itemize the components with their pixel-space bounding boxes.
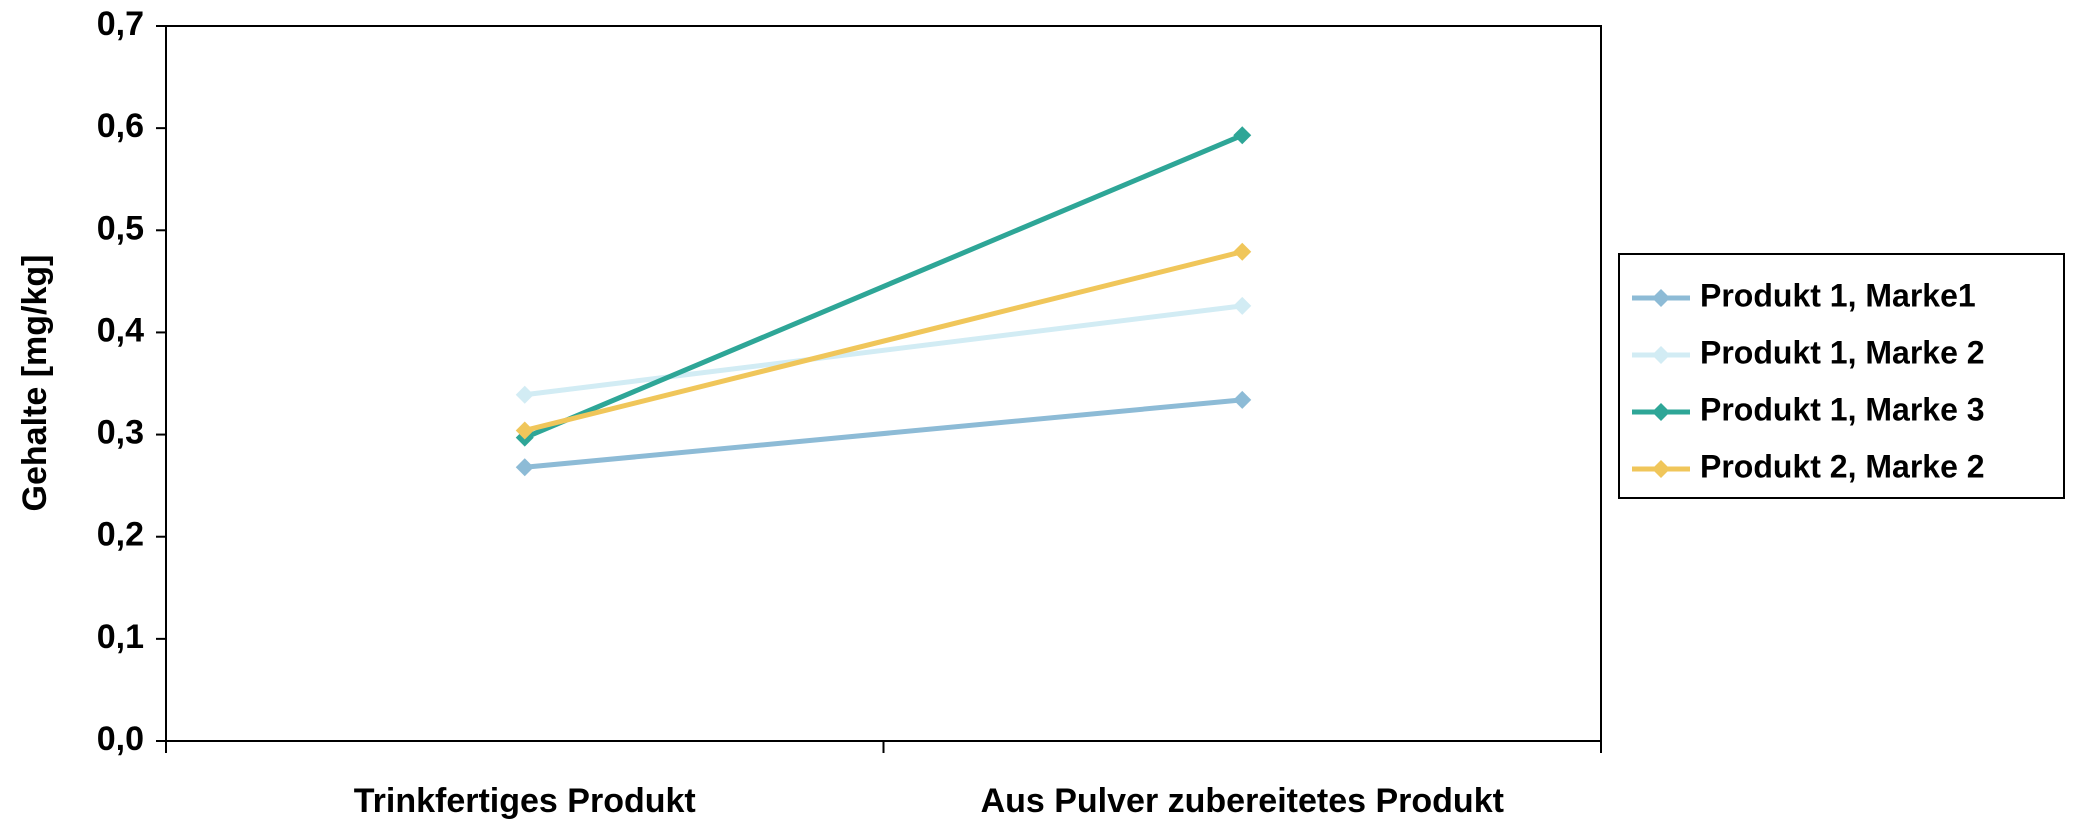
legend-label: Produkt 2, Marke 2 bbox=[1700, 448, 1985, 484]
plot-frame bbox=[165, 25, 1602, 742]
legend-marker bbox=[1652, 346, 1670, 364]
y-tick-label: 0,1 bbox=[97, 618, 144, 656]
legend-label: Produkt 1, Marke1 bbox=[1700, 277, 1976, 313]
series-line bbox=[524, 303, 1243, 398]
point-marker bbox=[1233, 390, 1252, 409]
x-tick-label: Trinkfertiges Produkt bbox=[354, 782, 696, 820]
point-marker bbox=[515, 421, 534, 440]
point-marker bbox=[1233, 296, 1252, 315]
y-tick-label: 0,5 bbox=[97, 209, 144, 247]
point-marker bbox=[1233, 242, 1252, 261]
legend-label: Produkt 1, Marke 2 bbox=[1700, 334, 1985, 370]
series-line bbox=[524, 397, 1243, 470]
legend-label: Produkt 1, Marke 3 bbox=[1700, 391, 1985, 427]
x-tick-label: Aus Pulver zubereitetes Produkt bbox=[981, 782, 1504, 820]
y-axis-label: Gehalte [mg/kg] bbox=[16, 255, 54, 512]
legend-box bbox=[1618, 253, 2065, 499]
point-marker bbox=[1233, 126, 1252, 145]
y-tick-label: 0,4 bbox=[97, 311, 144, 349]
point-marker bbox=[515, 458, 534, 477]
series-line bbox=[524, 249, 1243, 433]
y-tick-label: 0,0 bbox=[97, 720, 144, 758]
y-tick-label: 0,2 bbox=[97, 516, 144, 554]
point-marker bbox=[515, 385, 534, 404]
legend-marker bbox=[1652, 403, 1670, 421]
y-tick-label: 0,6 bbox=[97, 107, 144, 145]
y-tick-label: 0,7 bbox=[97, 5, 144, 43]
legend-marker bbox=[1652, 289, 1670, 307]
y-tick-label: 0,3 bbox=[97, 414, 144, 452]
legend-marker bbox=[1652, 460, 1670, 478]
series-line bbox=[523, 132, 1244, 440]
